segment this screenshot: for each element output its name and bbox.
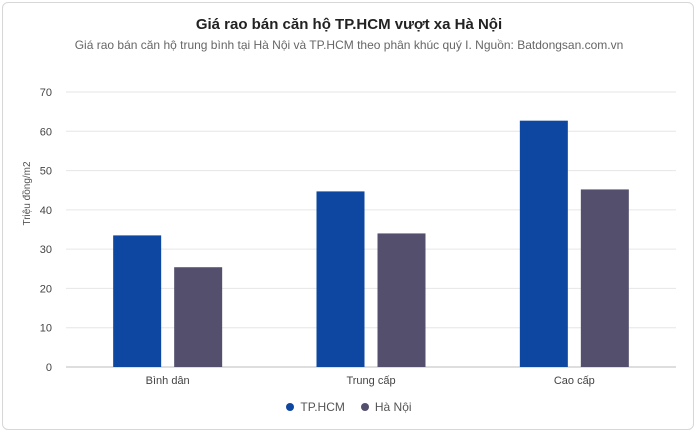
legend-marker-icon [286,403,295,411]
y-axis-title: Triệu đồng/m2 [21,161,33,226]
y-tick-label: 60 [40,126,52,138]
bar [580,189,629,367]
legend-marker-icon [360,403,369,411]
chart-title: Giá rao bán căn hộ TP.HCM vượt xa Hà Nội [195,16,503,33]
x-tick-label: Bình dân [146,375,190,387]
bar [519,120,568,367]
bar [113,235,162,367]
y-tick-label: 40 [40,205,52,217]
x-tick-label: Cao cấp [554,375,595,387]
chart-legend: TP.HCM Hà Nội [0,400,698,414]
legend-item[interactable]: Hà Nội [360,400,412,414]
chart-subtitle: Giá rao bán căn hộ trung bình tại Hà Nội… [74,38,624,52]
y-tick-label: 30 [40,244,52,256]
y-tick-label: 10 [40,323,52,335]
x-tick-label: Trung cấp [346,375,395,387]
bar [316,191,365,367]
y-tick-label: 70 [40,87,52,99]
bar [174,267,223,367]
legend-label: Hà Nội [374,400,412,414]
legend-item[interactable]: TP.HCM [286,400,345,414]
y-tick-label: 20 [40,283,52,295]
y-tick-label: 50 [40,166,52,178]
y-tick-label: 0 [46,362,52,374]
legend-label: TP.HCM [300,400,345,414]
bar [377,233,426,367]
